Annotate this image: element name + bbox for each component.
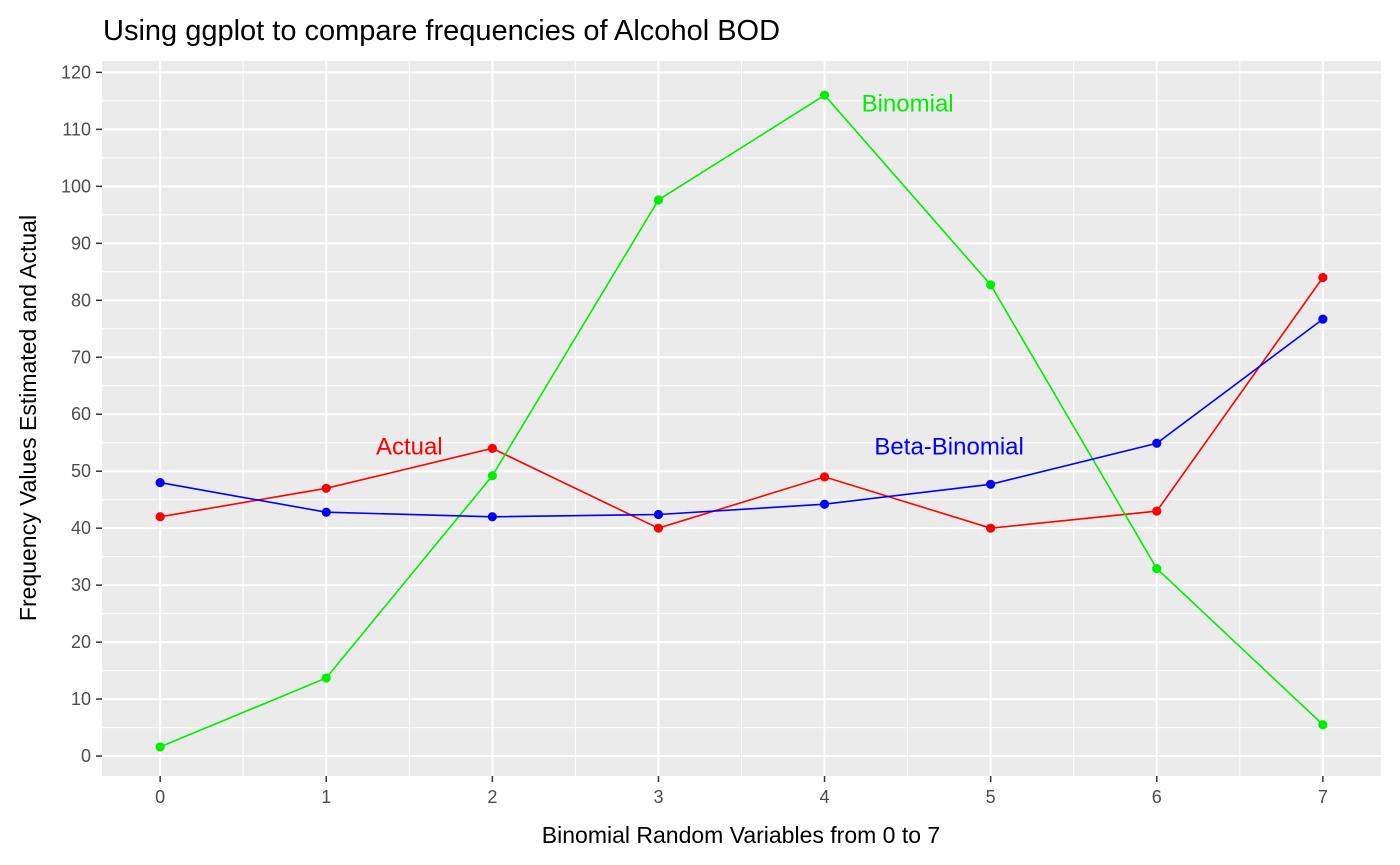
- data-point-beta-binomial: [1318, 314, 1328, 324]
- data-point-binomial: [155, 742, 165, 752]
- series-label-actual: Actual: [376, 434, 443, 461]
- chart-title: Using ggplot to compare frequencies of A…: [103, 15, 780, 47]
- data-point-binomial: [1318, 720, 1328, 730]
- data-point-actual: [1152, 506, 1162, 516]
- x-tick-label: 0: [155, 787, 165, 807]
- y-tick-label: 110: [62, 119, 91, 139]
- y-tick-label: 50: [71, 461, 91, 481]
- data-point-actual: [653, 523, 664, 533]
- data-point-actual: [487, 443, 497, 454]
- series-line-binomial: [159, 94, 1324, 748]
- data-point-beta-binomial: [1152, 438, 1162, 448]
- data-point-beta-binomial: [321, 507, 331, 517]
- grid-minor: [102, 61, 1381, 776]
- x-tick-label: 7: [1318, 787, 1328, 807]
- y-tick-label: 120: [61, 62, 91, 82]
- x-tick-label: 1: [321, 787, 331, 807]
- data-point-actual: [155, 512, 165, 522]
- data-point-beta-binomial: [487, 512, 497, 522]
- y-tick-label: 20: [71, 632, 91, 652]
- data-point-binomial: [1152, 564, 1162, 574]
- series-line-beta-binomial: [159, 318, 1324, 518]
- data-point-binomial: [986, 280, 996, 290]
- y-axis: 0 10 20 30 40 50 60 70 80 90 100 110 120: [61, 62, 102, 766]
- x-tick-label: 6: [1152, 787, 1162, 807]
- x-tick-label: 2: [487, 787, 497, 807]
- x-axis: 0 1 2 3 4 5 6 7: [155, 776, 1328, 807]
- data-point-binomial: [819, 90, 830, 100]
- x-tick-label: 3: [653, 787, 663, 807]
- x-tick-label: 4: [820, 787, 830, 807]
- y-tick-label: 100: [61, 176, 91, 196]
- grid-major: [102, 61, 1381, 776]
- data-point-actual: [321, 483, 331, 493]
- series-label-beta-binomial: Beta-Binomial: [874, 434, 1023, 461]
- data-point-actual: [986, 523, 996, 533]
- data-point-binomial: [321, 673, 331, 683]
- y-tick-label: 30: [71, 575, 91, 595]
- y-tick-label: 90: [71, 233, 91, 253]
- data-point-binomial: [653, 195, 664, 205]
- series-line-actual: [159, 277, 1324, 530]
- data-point-beta-binomial: [653, 509, 664, 520]
- data-point-beta-binomial: [986, 479, 996, 489]
- x-tick-label: 5: [986, 787, 996, 807]
- x-axis-title: Binomial Random Variables from 0 to 7: [542, 822, 940, 848]
- series-labels: Actual Binomial Beta-Binomial: [376, 91, 1024, 461]
- data-point-actual: [1318, 272, 1328, 283]
- data-point-beta-binomial: [155, 477, 165, 488]
- y-tick-label: 10: [71, 689, 91, 709]
- y-tick-label: 40: [71, 518, 91, 538]
- y-tick-label: 80: [71, 290, 91, 310]
- y-tick-label: 0: [81, 746, 91, 766]
- y-axis-title: Frequency Values Estimated and Actual: [15, 215, 41, 621]
- data-point-actual: [819, 472, 830, 482]
- y-tick-label: 60: [71, 404, 91, 424]
- data-point-binomial: [487, 471, 497, 481]
- series-layer: [155, 90, 1328, 752]
- data-point-beta-binomial: [819, 499, 830, 509]
- series-label-binomial: Binomial: [862, 91, 954, 118]
- y-tick-label: 70: [71, 347, 91, 367]
